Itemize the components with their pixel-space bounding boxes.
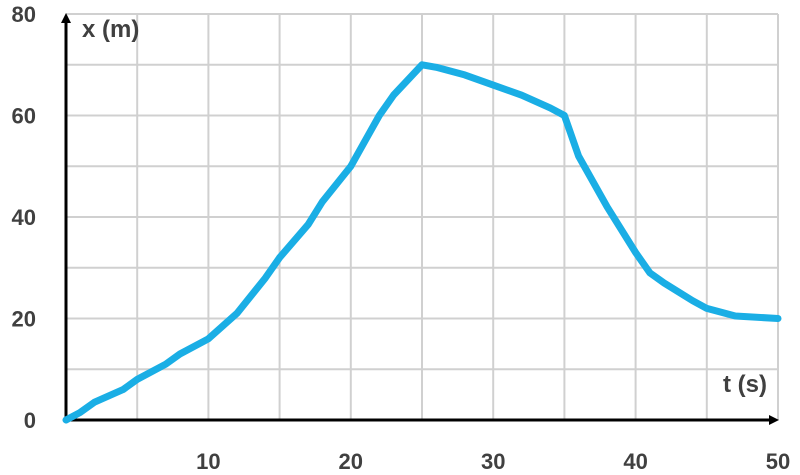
x-tick-label: 30 — [481, 449, 505, 474]
x-tick-label: 50 — [766, 449, 790, 474]
series-layer — [62, 61, 782, 424]
x-axis-title: t (s) — [723, 371, 767, 398]
y-tick-label: 0 — [24, 408, 36, 433]
y-tick-label: 80 — [12, 2, 36, 27]
series-line-0 — [62, 61, 782, 424]
y-tick-label: 40 — [12, 205, 36, 230]
axes — [61, 13, 779, 425]
y-tick-label: 20 — [12, 307, 36, 332]
x-tick-label: 40 — [623, 449, 647, 474]
y-tick-label: 60 — [12, 104, 36, 129]
x-tick-label: 10 — [196, 449, 220, 474]
y-axis-title: x (m) — [82, 16, 139, 43]
x-tick-label: 20 — [339, 449, 363, 474]
tick-labels: 10 20 30 40 50 0 20 40 60 80 — [12, 2, 791, 474]
